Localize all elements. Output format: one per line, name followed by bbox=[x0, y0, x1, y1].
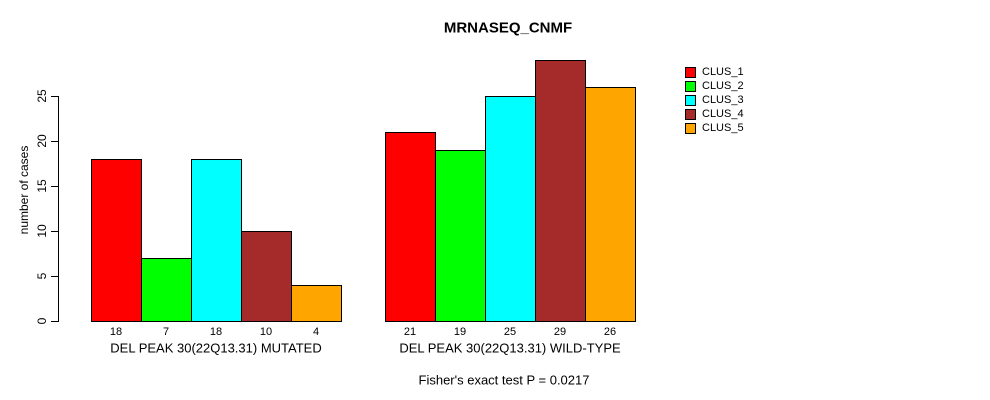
y-tick-label: 0 bbox=[35, 317, 49, 325]
bar-value-label: 21 bbox=[403, 326, 417, 338]
legend-swatch-clus_5 bbox=[685, 122, 696, 134]
bar-value-label: 18 bbox=[109, 326, 123, 338]
bar-clus_5-group1 bbox=[291, 285, 342, 322]
legend-label: CLUS_5 bbox=[702, 122, 744, 134]
bar-value-label: 26 bbox=[603, 326, 617, 338]
x-group-label-2: DEL PEAK 30(22Q13.31) WILD-TYPE bbox=[399, 340, 621, 356]
legend-swatch-clus_1 bbox=[685, 66, 696, 78]
y-tick-label: 20 bbox=[35, 134, 49, 148]
chart-title: MRNASEQ_CNMF bbox=[443, 19, 573, 37]
legend-entry-clus_3: CLUS_3 bbox=[685, 93, 744, 107]
legend-swatch-clus_3 bbox=[685, 94, 696, 106]
bar-value-label: 10 bbox=[259, 326, 273, 338]
bar-value-label: 29 bbox=[553, 326, 567, 338]
legend-swatch-clus_2 bbox=[685, 80, 696, 92]
y-tick-label: 5 bbox=[35, 272, 49, 280]
bar-value-label: 18 bbox=[209, 326, 223, 338]
legend-label: CLUS_4 bbox=[702, 108, 744, 120]
y-tick-label: 10 bbox=[35, 224, 49, 238]
bar-clus_5-group2 bbox=[585, 87, 636, 322]
y-tick-mark bbox=[51, 321, 58, 322]
footer-text: Fisher's exact test P = 0.0217 bbox=[418, 372, 590, 388]
legend-label: CLUS_2 bbox=[702, 80, 744, 92]
bar-clus_4-group1 bbox=[241, 231, 292, 322]
bar-clus_2-group2 bbox=[435, 150, 486, 322]
y-tick-mark bbox=[51, 186, 58, 187]
y-tick-mark bbox=[51, 231, 58, 232]
bar-clus_2-group1 bbox=[141, 258, 192, 322]
y-tick-mark bbox=[51, 141, 58, 142]
bar-clus_4-group2 bbox=[535, 60, 586, 322]
bar-clus_1-group1 bbox=[91, 159, 142, 322]
legend-label: CLUS_3 bbox=[702, 94, 744, 106]
bar-clus_3-group2 bbox=[485, 96, 536, 322]
y-axis-title: number of cases bbox=[17, 145, 31, 235]
legend-entry-clus_4: CLUS_4 bbox=[685, 107, 744, 121]
legend-entry-clus_1: CLUS_1 bbox=[685, 65, 744, 79]
y-tick-label: 15 bbox=[35, 179, 49, 193]
y-tick-mark bbox=[51, 96, 58, 97]
y-tick-mark bbox=[51, 276, 58, 277]
x-group-label-1: DEL PEAK 30(22Q13.31) MUTATED bbox=[110, 340, 322, 356]
y-tick-label: 25 bbox=[35, 89, 49, 103]
legend-label: CLUS_1 bbox=[702, 66, 744, 78]
bar-clus_1-group2 bbox=[385, 132, 436, 322]
legend-entry-clus_2: CLUS_2 bbox=[685, 79, 744, 93]
y-axis-line bbox=[58, 96, 59, 322]
bar-value-label: 19 bbox=[453, 326, 467, 338]
bar-value-label: 7 bbox=[162, 326, 170, 338]
bar-value-label: 25 bbox=[503, 326, 517, 338]
bar-clus_3-group1 bbox=[191, 159, 242, 322]
legend-swatch-clus_4 bbox=[685, 108, 696, 120]
bar-value-label: 4 bbox=[312, 326, 320, 338]
legend-entry-clus_5: CLUS_5 bbox=[685, 121, 744, 135]
